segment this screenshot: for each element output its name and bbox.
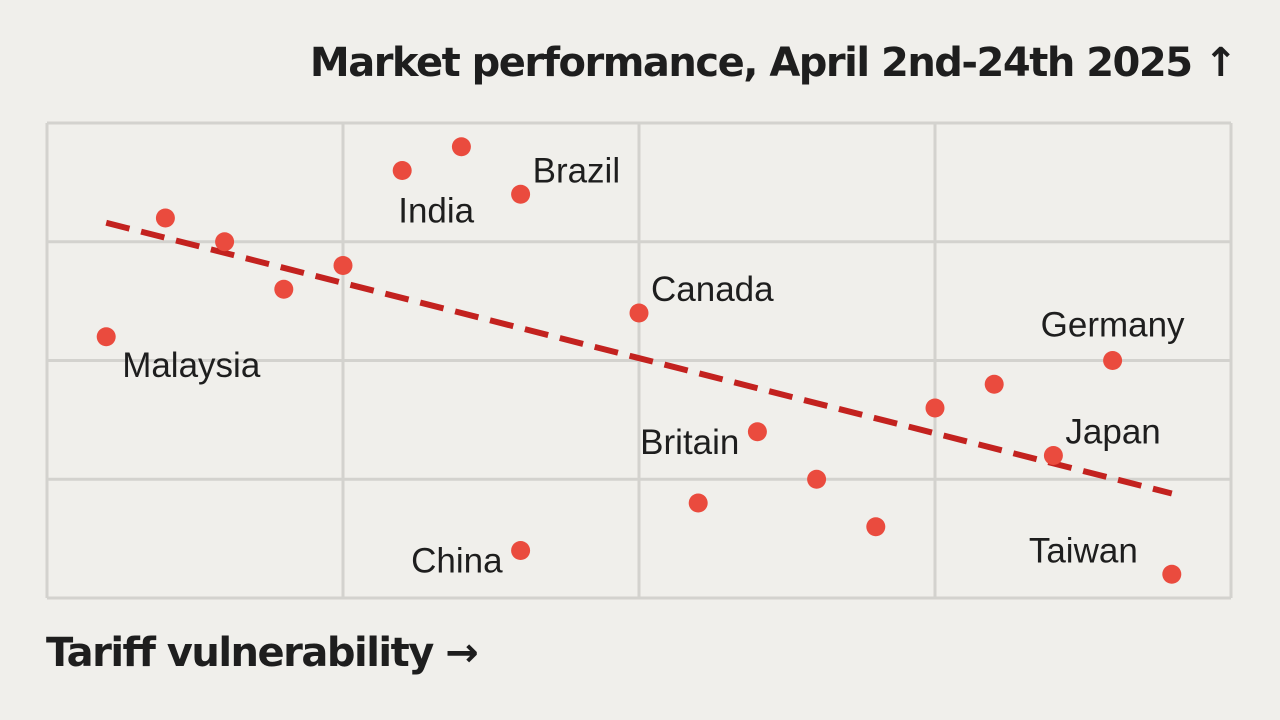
data-point (155, 208, 175, 228)
data-point (1103, 351, 1123, 370)
data-point (1043, 446, 1063, 465)
data-point (866, 517, 886, 537)
y-axis-title-text: Market performance, April 2nd-24th 2025 (309, 40, 1193, 86)
data-point (747, 422, 767, 442)
y-axis-title: Market performance, April 2nd-24th 2025 … (309, 40, 1238, 86)
data-point (392, 161, 412, 180)
point-label: Germany (1041, 306, 1185, 345)
right-arrow-icon: → (445, 630, 479, 676)
data-point (925, 398, 945, 418)
data-point (511, 541, 531, 560)
point-label: India (398, 192, 474, 231)
data-point (96, 327, 116, 347)
data-point (984, 374, 1004, 394)
point-label: China (411, 542, 503, 581)
trendline (105, 219, 1173, 497)
point-label: Taiwan (1029, 531, 1138, 570)
points-layer (96, 137, 1182, 584)
x-axis-title-text: Tariff vulnerability (46, 630, 434, 676)
data-point (1162, 564, 1182, 584)
data-point (807, 469, 827, 489)
data-point (629, 303, 649, 323)
point-label: Malaysia (122, 346, 261, 385)
data-point (688, 493, 708, 513)
data-point (511, 184, 531, 204)
point-label: Britain (640, 423, 739, 462)
point-label: Canada (651, 270, 774, 309)
data-point (274, 279, 294, 299)
point-label: Japan (1065, 413, 1160, 452)
point-label: Brazil (533, 151, 621, 190)
trendline-layer (105, 219, 1173, 497)
data-point (215, 232, 235, 252)
up-arrow-icon: ↑ (1203, 40, 1238, 86)
data-point (333, 256, 353, 275)
x-axis-title: Tariff vulnerability → (46, 630, 479, 676)
data-point (451, 137, 471, 157)
point-labels-layer: Malaysia India Brazil China Canada Britain Jap… (122, 151, 1185, 580)
